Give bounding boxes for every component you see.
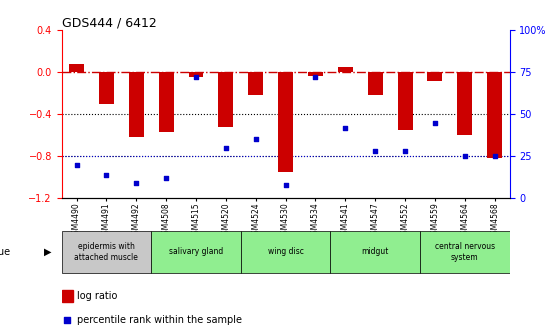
Point [251,137,260,142]
Point [102,172,111,177]
Bar [458,72,472,135]
Bar [368,72,382,95]
Text: epidermis with
attached muscle: epidermis with attached muscle [74,242,138,262]
Point [341,125,350,130]
Bar [99,72,114,104]
Text: percentile rank within the sample: percentile rank within the sample [77,315,242,325]
Point [132,180,141,186]
Point [281,182,290,187]
Text: wing disc: wing disc [268,248,304,256]
Point [371,149,380,154]
Text: log ratio: log ratio [77,291,118,301]
Point [192,75,200,80]
Bar [62,290,73,302]
FancyBboxPatch shape [420,231,510,273]
Bar [248,72,263,95]
FancyBboxPatch shape [241,231,330,273]
Bar [189,72,203,78]
Bar [338,67,353,72]
FancyBboxPatch shape [330,231,420,273]
Bar [69,64,84,72]
Text: tissue: tissue [0,247,11,257]
Point [400,149,409,154]
Point [431,120,440,125]
Bar [308,72,323,77]
Bar [398,72,413,130]
Text: midgut: midgut [362,248,389,256]
Bar [218,72,234,127]
Point [72,162,81,167]
Point [490,154,499,159]
FancyBboxPatch shape [151,231,241,273]
Text: ▶: ▶ [44,247,52,257]
Bar [278,72,293,172]
Bar [129,72,144,137]
Bar [427,72,442,81]
Point [263,217,272,223]
Text: salivary gland: salivary gland [169,248,223,256]
Bar [158,72,174,132]
Bar [487,72,502,158]
Text: central nervous
system: central nervous system [435,242,495,262]
FancyBboxPatch shape [62,231,151,273]
Point [221,145,230,151]
Point [460,154,469,159]
Point [311,75,320,80]
Point [162,175,171,181]
Text: GDS444 / 6412: GDS444 / 6412 [62,16,156,29]
